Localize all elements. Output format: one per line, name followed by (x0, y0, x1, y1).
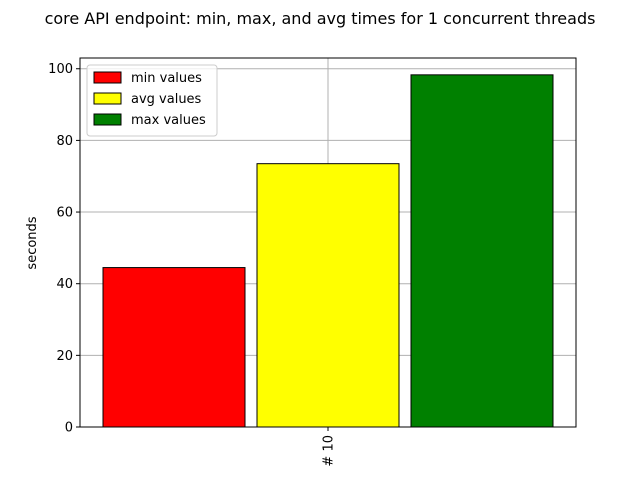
x-axis-ticks: # 10 (322, 427, 337, 467)
y-axis-ticks: 0 20 40 60 80 100 (48, 62, 80, 436)
y-tick-label: 40 (56, 277, 73, 292)
y-tick-label: 80 (56, 134, 73, 149)
legend-swatch (93, 113, 122, 126)
bar-avg-values (256, 163, 400, 428)
legend-swatch (93, 71, 122, 84)
legend-label: avg values (131, 92, 202, 107)
chart-title: core API endpoint: min, max, and avg tim… (45, 9, 596, 28)
bar-min-values (102, 267, 246, 428)
x-tick-label: # 10 (322, 435, 337, 467)
legend-label: min values (131, 71, 202, 86)
legend-label: max values (131, 113, 206, 128)
y-tick-label: 0 (65, 421, 73, 436)
bars (102, 74, 554, 428)
bar-max-values (410, 74, 554, 428)
legend: min values avg values max values (86, 64, 218, 137)
y-tick-label: 100 (48, 62, 73, 77)
y-tick-label: 20 (56, 349, 73, 364)
y-axis-label: seconds (25, 216, 40, 269)
legend-swatch (93, 92, 122, 105)
y-tick-label: 60 (56, 206, 73, 221)
